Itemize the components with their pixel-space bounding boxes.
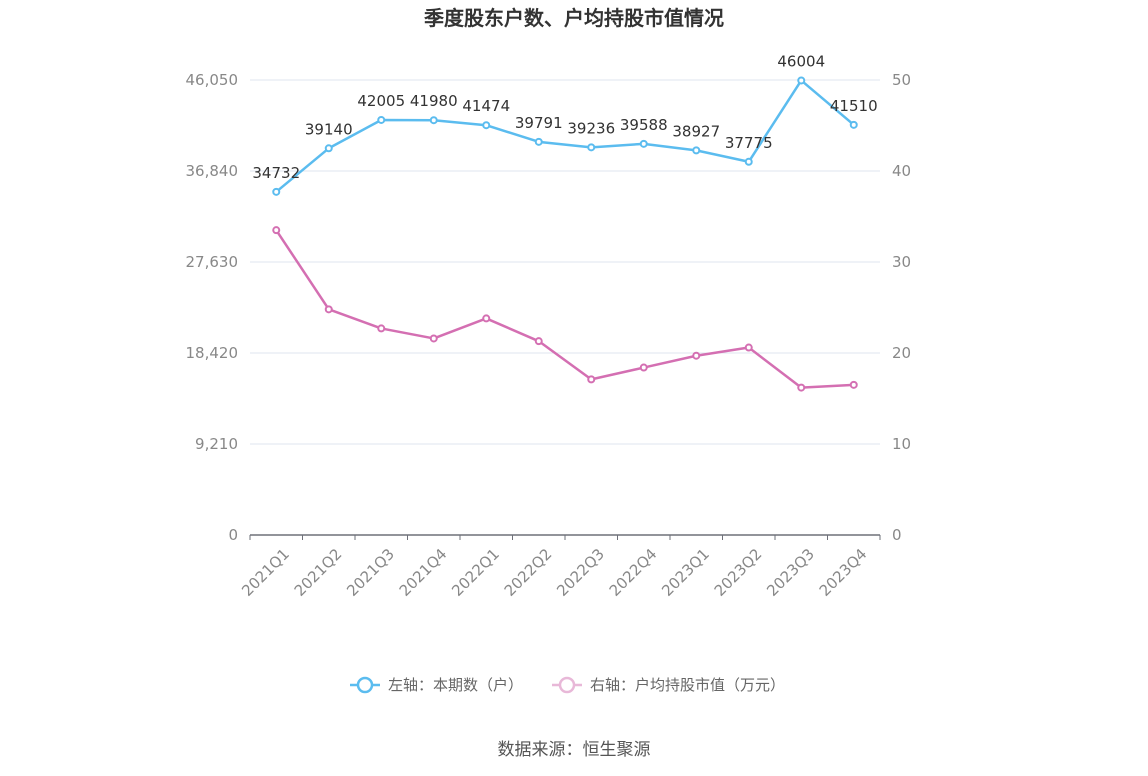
- data-point[interactable]: [797, 76, 806, 85]
- legend-marker: [356, 676, 374, 694]
- legend-marker: [558, 676, 576, 694]
- right-axis-tick-label: 10: [892, 435, 911, 453]
- data-point[interactable]: [692, 146, 701, 155]
- right-axis-tick-label: 30: [892, 253, 911, 271]
- data-label: 34732: [252, 164, 300, 182]
- x-axis-tick-label: 2022Q1: [448, 545, 503, 600]
- data-point[interactable]: [534, 337, 543, 346]
- data-label: 41510: [830, 97, 878, 115]
- series-line-0: [275, 79, 855, 193]
- data-label: 38927: [672, 122, 720, 140]
- right-axis-tick-label: 50: [892, 71, 911, 89]
- x-axis-tick-label: 2022Q4: [606, 545, 661, 600]
- data-point[interactable]: [482, 314, 491, 323]
- left-axis-tick-label: 36,840: [186, 162, 239, 180]
- data-label: 46004: [777, 52, 825, 70]
- data-label: 37775: [725, 134, 773, 152]
- right-axis-tick-label: 40: [892, 162, 911, 180]
- legend-item-0[interactable]: 左轴：本期数（户）: [350, 676, 523, 694]
- data-label: 41980: [410, 92, 458, 110]
- right-axis-tick-label: 20: [892, 344, 911, 362]
- legend-item-1[interactable]: 右轴：户均持股市值（万元）: [552, 676, 785, 694]
- legend-label: 左轴：本期数（户）: [388, 676, 523, 694]
- chart-title: 季度股东户数、户均持股市值情况: [423, 6, 724, 30]
- right-axis-tick-label: 0: [892, 526, 902, 544]
- data-label: 39588: [620, 116, 668, 134]
- x-axis-tick-label: 2021Q1: [238, 545, 293, 600]
- data-point[interactable]: [639, 139, 648, 148]
- data-point[interactable]: [797, 383, 806, 392]
- grid: [250, 79, 880, 445]
- x-axis-tick-label: 2022Q2: [501, 545, 556, 600]
- data-label: 42005: [357, 92, 405, 110]
- data-point[interactable]: [587, 143, 596, 152]
- series-line-1: [275, 229, 854, 389]
- data-point[interactable]: [639, 363, 648, 372]
- series-layer: [272, 76, 858, 392]
- data-point[interactable]: [744, 343, 753, 352]
- data-point[interactable]: [272, 187, 281, 196]
- data-point[interactable]: [324, 305, 333, 314]
- data-point[interactable]: [324, 144, 333, 153]
- x-axis-tick-label: 2021Q3: [343, 545, 398, 600]
- data-point[interactable]: [534, 137, 543, 146]
- left-axis-tick-label: 9,210: [195, 435, 238, 453]
- data-label: 39236: [567, 119, 615, 137]
- axes: 0 0 9,210 10 18,420 20 27,630 30 36,840 40 46,050 5…: [186, 71, 912, 600]
- left-axis-tick-label: 46,050: [186, 71, 239, 89]
- x-axis-tick-label: 2021Q2: [291, 545, 346, 600]
- x-axis-tick-label: 2023Q3: [763, 545, 818, 600]
- legend-label: 右轴：户均持股市值（万元）: [590, 676, 785, 694]
- x-axis-tick-label: 2023Q2: [711, 545, 766, 600]
- data-point[interactable]: [587, 375, 596, 384]
- left-axis-tick-label: 0: [228, 526, 238, 544]
- data-point[interactable]: [377, 115, 386, 124]
- data-point[interactable]: [429, 334, 438, 343]
- left-axis-tick-label: 27,630: [186, 253, 239, 271]
- data-point[interactable]: [377, 324, 386, 333]
- data-point[interactable]: [744, 157, 753, 166]
- left-axis-tick-label: 18,420: [186, 344, 239, 362]
- x-axis-tick-label: 2021Q4: [396, 545, 451, 600]
- data-point[interactable]: [849, 380, 858, 389]
- x-axis-tick-label: 2023Q4: [816, 545, 871, 600]
- data-label: 41474: [462, 97, 510, 115]
- data-point[interactable]: [692, 351, 701, 360]
- legend[interactable]: 左轴：本期数（户） 右轴：户均持股市值（万元）: [350, 676, 785, 694]
- data-point[interactable]: [482, 121, 491, 130]
- data-label: 39791: [515, 114, 563, 132]
- data-point[interactable]: [272, 226, 281, 235]
- x-axis-tick-label: 2022Q3: [553, 545, 608, 600]
- source-note: 数据来源：恒生聚源: [498, 740, 651, 760]
- data-point[interactable]: [429, 116, 438, 125]
- data-point[interactable]: [849, 120, 858, 129]
- data-label: 39140: [305, 120, 353, 138]
- x-axis-tick-label: 2023Q1: [658, 545, 713, 600]
